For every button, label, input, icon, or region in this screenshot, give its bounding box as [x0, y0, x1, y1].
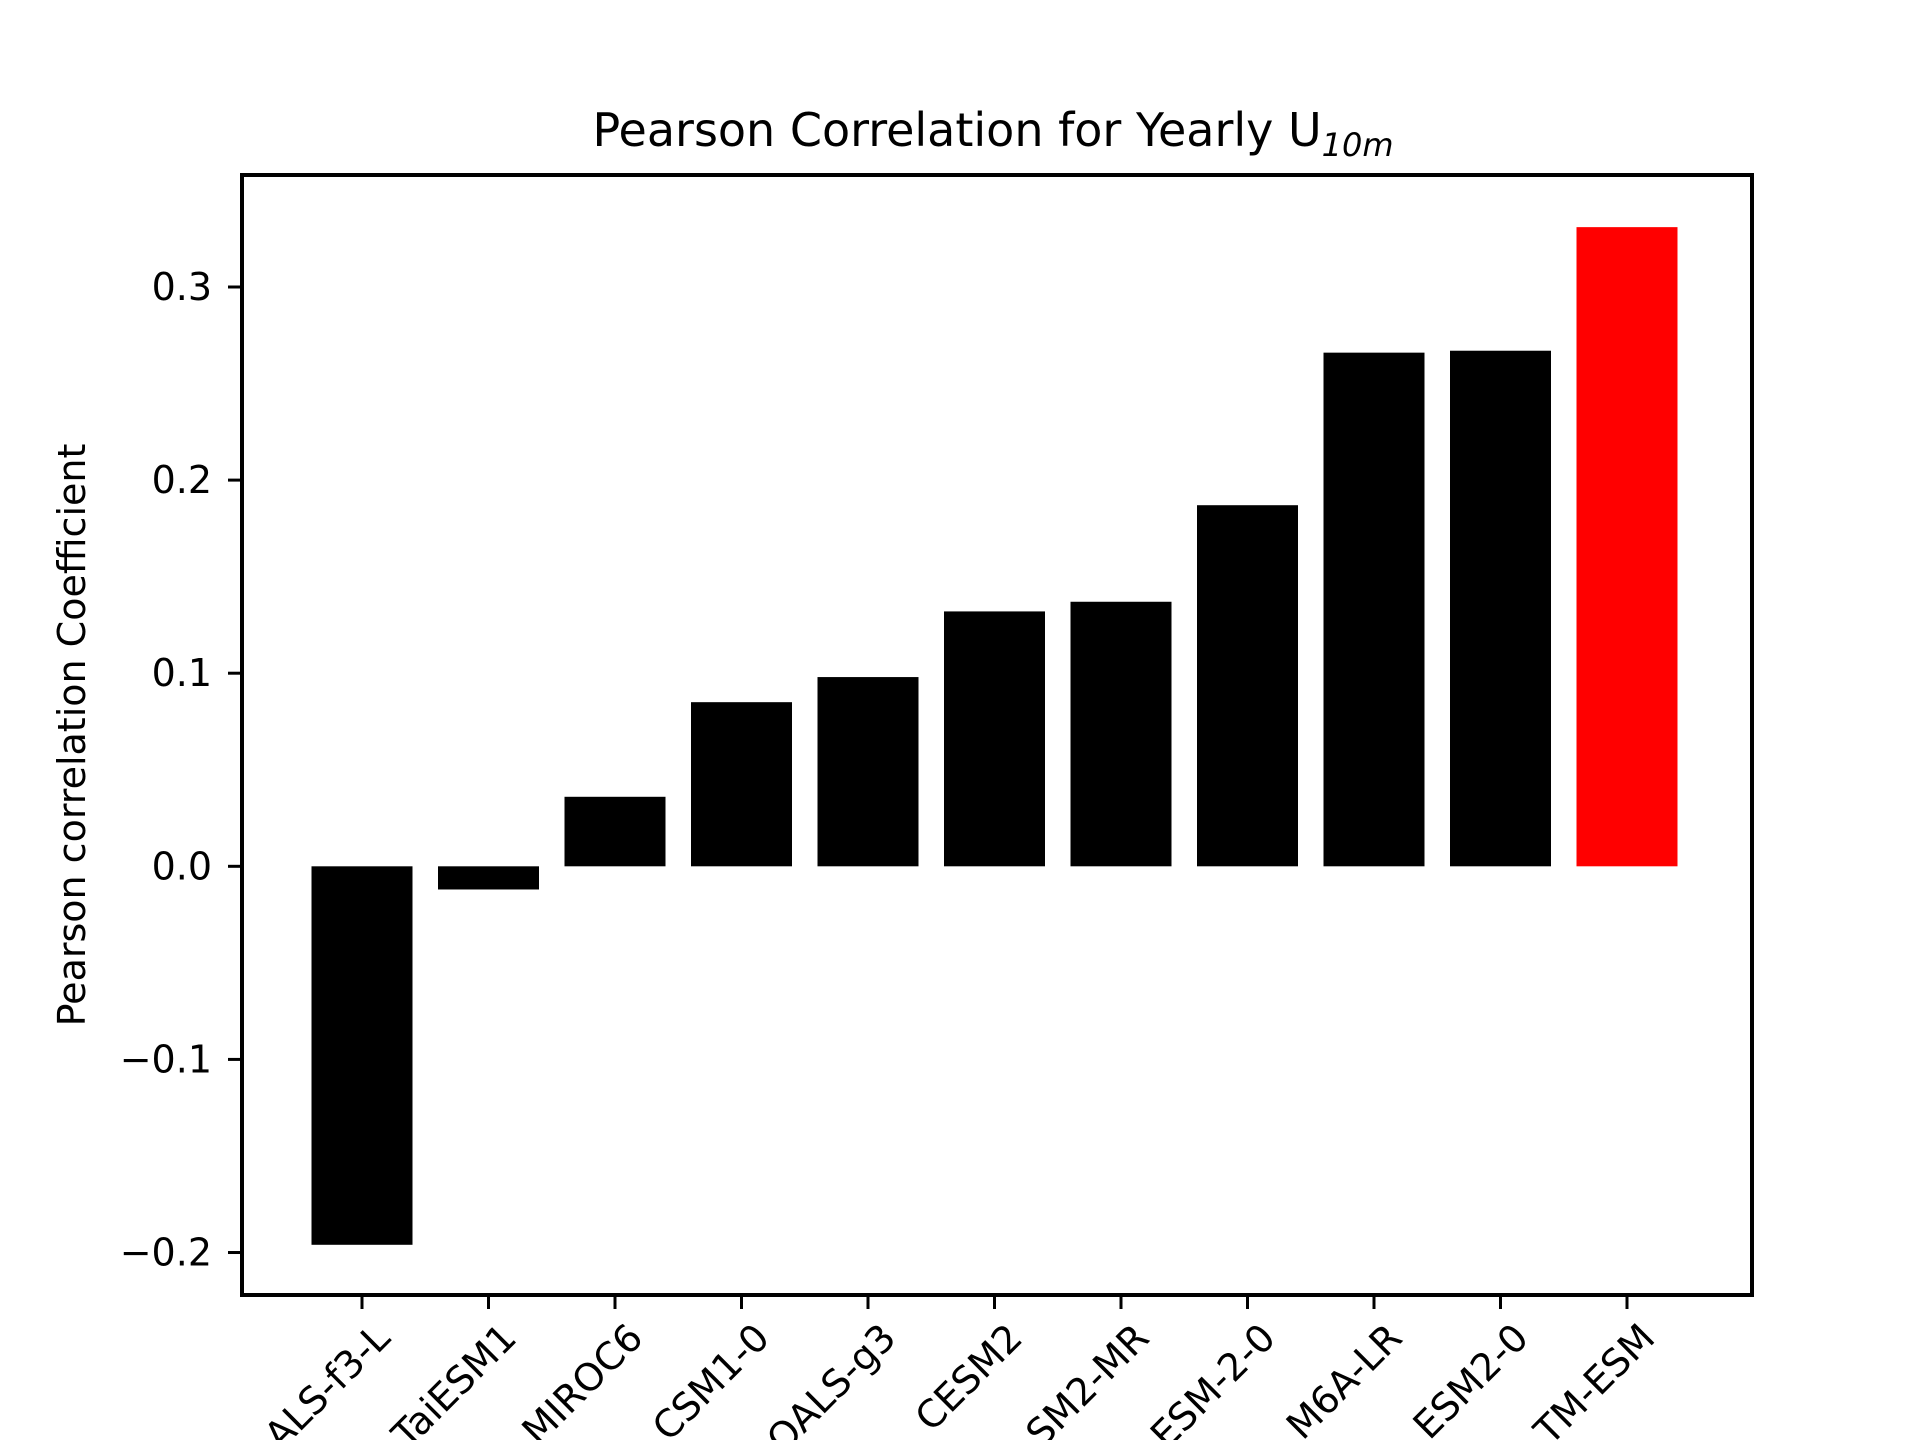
x-tick-label: TM-ESM: [1525, 1315, 1663, 1440]
bar-7: [1070, 601, 1172, 867]
y-tick-label: 0.2: [152, 458, 212, 502]
y-tick-label: −0.1: [120, 1037, 212, 1081]
bar-2: [438, 866, 539, 890]
x-tick-label: TaiESM1: [383, 1315, 525, 1440]
x-tick-label: CSM1-0: [644, 1315, 778, 1440]
y-axis: −0.2 −0.1 0.0 0.1 0.2 0.3: [120, 265, 242, 1275]
y-tick-label: 0.0: [152, 844, 212, 888]
bar-5: [817, 677, 919, 867]
bar-6: [944, 611, 1045, 867]
bar-10: [1450, 350, 1551, 867]
bar-11: [1576, 227, 1678, 867]
x-tick-label: OALS-g3: [758, 1315, 904, 1440]
y-axis-label: Pearson correlation Coefficient: [50, 444, 94, 1027]
x-tick-label: CESM2: [907, 1315, 1031, 1439]
x-tick-label: ESM2-0: [1405, 1315, 1537, 1440]
x-tick-label: ALS-f3-L: [256, 1315, 398, 1440]
x-tick-label: MIROC6: [513, 1315, 651, 1440]
bar-4: [691, 702, 792, 867]
x-tick-label: ESM-2-0: [1142, 1315, 1284, 1440]
y-tick-label: −0.2: [120, 1231, 212, 1275]
bar-3: [564, 796, 666, 867]
x-tick-label: SM2-MR: [1017, 1315, 1157, 1440]
chart-title-main: Pearson Correlation for Yearly U: [592, 103, 1321, 157]
y-tick-label: 0.1: [152, 651, 212, 695]
bar-8: [1197, 505, 1298, 867]
chart-title: Pearson Correlation for Yearly U10m: [592, 103, 1393, 164]
x-tick-label: M6A-LR: [1278, 1315, 1411, 1440]
plot-frame: [240, 173, 1754, 1297]
bar-9: [1323, 352, 1425, 867]
chart-title-subscript: 10m: [1322, 126, 1394, 164]
bars-group: [311, 227, 1678, 1245]
y-tick-label: 0.3: [152, 265, 212, 309]
bar-1: [311, 866, 413, 1245]
